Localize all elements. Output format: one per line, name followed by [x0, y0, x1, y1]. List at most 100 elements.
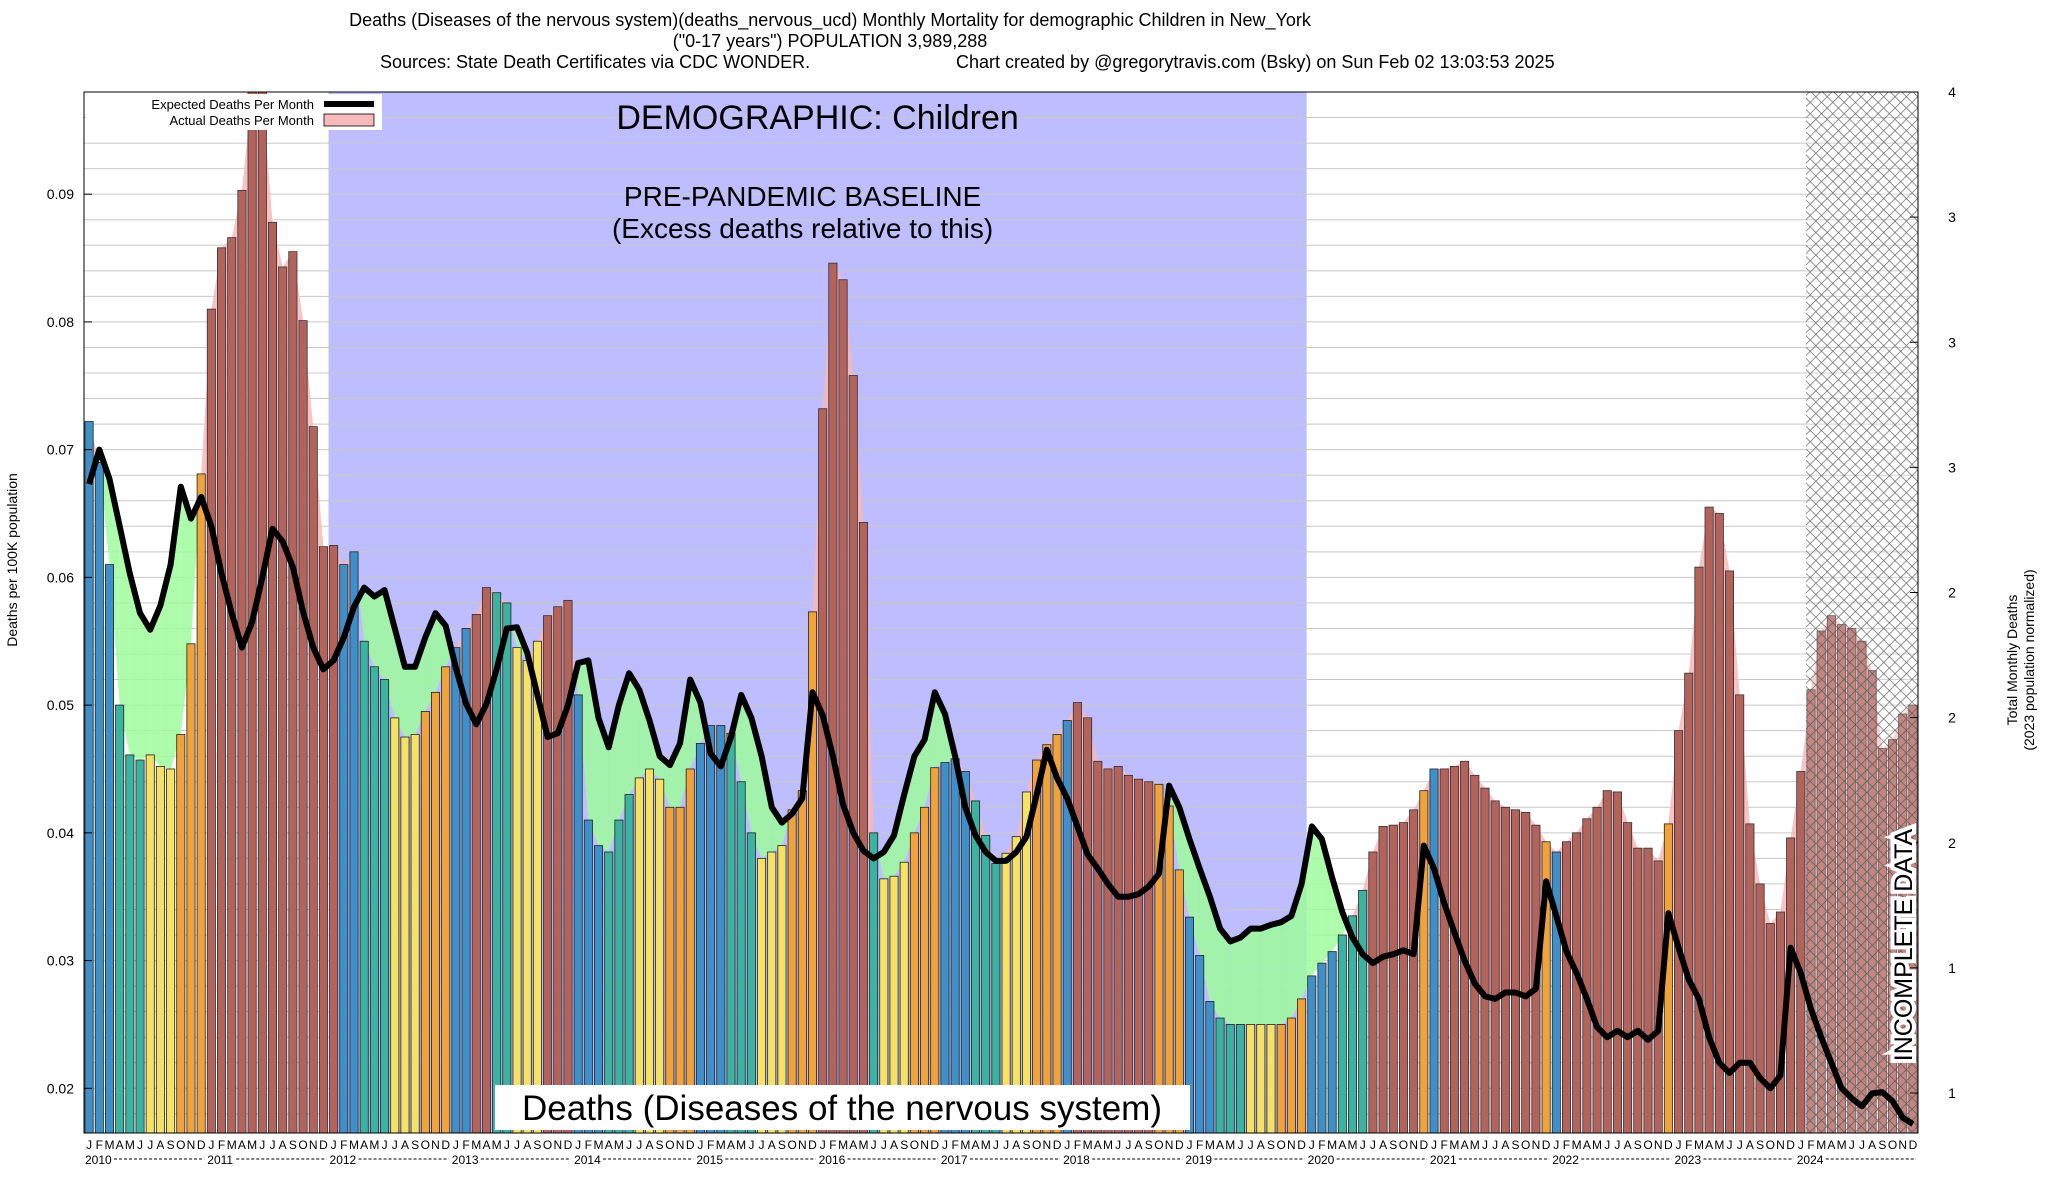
expected-line-layer: [86, 446, 1915, 1127]
x-month-label: M: [1592, 1138, 1602, 1152]
x-month-label: F: [951, 1138, 958, 1152]
x-month-label: J: [575, 1138, 581, 1152]
deficit-fill: [1260, 924, 1272, 1025]
x-year-label: 2012: [330, 1153, 357, 1167]
bar: [1317, 962, 1327, 1134]
bar-excess-shade: [1725, 570, 1734, 1133]
x-month-label: N: [1287, 1138, 1296, 1152]
deficit-fill: [394, 628, 405, 738]
x-month-label: F: [829, 1138, 836, 1152]
x-month-label: J: [208, 1138, 214, 1152]
bar-excess-shade: [1083, 717, 1092, 1133]
x-month-label: M: [716, 1138, 726, 1152]
bar: [695, 743, 705, 1134]
x-month-label: J: [1604, 1138, 1610, 1152]
x-month-label: J: [1003, 1138, 1009, 1152]
x-month-label: A: [1012, 1138, 1020, 1152]
bar: [1195, 955, 1205, 1134]
y-tick-label: 0.03: [47, 953, 74, 969]
deficit-fill: [109, 479, 120, 706]
x-month-label: S: [1756, 1138, 1764, 1152]
x-month-label: J: [1064, 1138, 1070, 1152]
bar-excess-shade: [1705, 507, 1714, 1134]
x-month-label: J: [514, 1138, 520, 1152]
bar: [1246, 1024, 1256, 1134]
bar: [135, 759, 145, 1134]
x-month-label: S: [167, 1138, 175, 1152]
x-month-label: N: [676, 1138, 685, 1152]
bar: [1042, 744, 1052, 1134]
deficit-fill: [1271, 922, 1282, 1025]
bar-excess-shade: [1776, 912, 1785, 1133]
y2-tick-label: 1: [1948, 1085, 1956, 1101]
x-year-label: 2015: [696, 1153, 723, 1167]
bar: [1215, 1017, 1225, 1134]
x-month-label: D: [441, 1138, 450, 1152]
x-month-label: F: [218, 1138, 225, 1152]
x-month-label: M: [1205, 1138, 1215, 1152]
x-month-label: M: [1225, 1138, 1235, 1152]
deficit-fill: [1250, 928, 1261, 1025]
x-month-label: A: [1216, 1138, 1224, 1152]
x-month-label: A: [1746, 1138, 1754, 1152]
x-month-label: S: [533, 1138, 541, 1152]
bar-excess-shade: [207, 309, 216, 1133]
x-month-label: A: [1705, 1138, 1713, 1152]
x-month-label: O: [665, 1138, 674, 1152]
x-month-label: O: [176, 1138, 185, 1152]
x-year-label: 2016: [819, 1153, 846, 1167]
x-month-label: A: [727, 1138, 735, 1152]
incomplete-layer: [1805, 92, 1918, 1133]
x-month-label: J: [1309, 1138, 1315, 1152]
x-year-label: 2011: [207, 1153, 233, 1167]
deficit-fill: [1311, 826, 1322, 976]
bar: [1307, 975, 1317, 1134]
bar-excess-shade: [319, 546, 328, 1133]
bar: [1429, 768, 1439, 1134]
x-month-label: M: [1816, 1138, 1826, 1152]
expected-deaths-line: [86, 446, 1915, 1127]
bar-excess-shade: [1491, 800, 1500, 1133]
deficit-fill: [180, 486, 191, 735]
bar-excess-shade: [298, 320, 308, 1133]
x-month-label: M: [492, 1138, 502, 1152]
x-month-label: J: [392, 1138, 398, 1152]
x-month-label: D: [1297, 1138, 1306, 1152]
chart-subtitle: ("0-17 years") POPULATION 3,989,288: [672, 31, 988, 51]
x-month-label: J: [1859, 1138, 1865, 1152]
x-month-label: S: [1267, 1138, 1275, 1152]
x-month-label: J: [626, 1138, 632, 1152]
x-month-label: O: [787, 1138, 796, 1152]
bar-excess-shade: [1480, 788, 1490, 1133]
bar-excess-shade: [1144, 781, 1153, 1133]
bar-excess-shade: [1562, 841, 1571, 1133]
x-month-label: M: [104, 1138, 114, 1152]
chart-title: Deaths (Diseases of the nervous system)(…: [349, 10, 1311, 30]
x-month-label: M: [1327, 1138, 1337, 1152]
bar-excess-shade: [1766, 923, 1775, 1133]
bar: [797, 790, 807, 1134]
x-month-label: J: [759, 1138, 765, 1152]
bar-excess-shade: [1103, 768, 1113, 1133]
y-tick-label: 0.05: [47, 697, 74, 713]
bar: [94, 462, 104, 1134]
bar: [1225, 1024, 1235, 1134]
x-month-label: A: [238, 1138, 246, 1152]
x-month-label: F: [1685, 1138, 1692, 1152]
bar: [1358, 889, 1368, 1134]
bar-excess-shade: [288, 251, 297, 1133]
bar: [1062, 720, 1072, 1134]
x-month-label: A: [890, 1138, 898, 1152]
x-month-label: J: [1849, 1138, 1855, 1152]
x-year-label: 2010: [85, 1153, 112, 1167]
bar: [349, 551, 359, 1134]
x-month-label: J: [1115, 1138, 1121, 1152]
deficit-fill: [1199, 868, 1210, 1002]
bar: [1256, 1024, 1266, 1134]
x-year-label: 2020: [1308, 1153, 1335, 1167]
chart-credits: Sources: State Death Certificates via CD…: [0, 52, 1660, 73]
bar-excess-shade: [1796, 771, 1805, 1133]
bar: [186, 643, 196, 1134]
bar-excess-shade: [1470, 775, 1479, 1133]
x-year-label: 2019: [1185, 1153, 1212, 1167]
